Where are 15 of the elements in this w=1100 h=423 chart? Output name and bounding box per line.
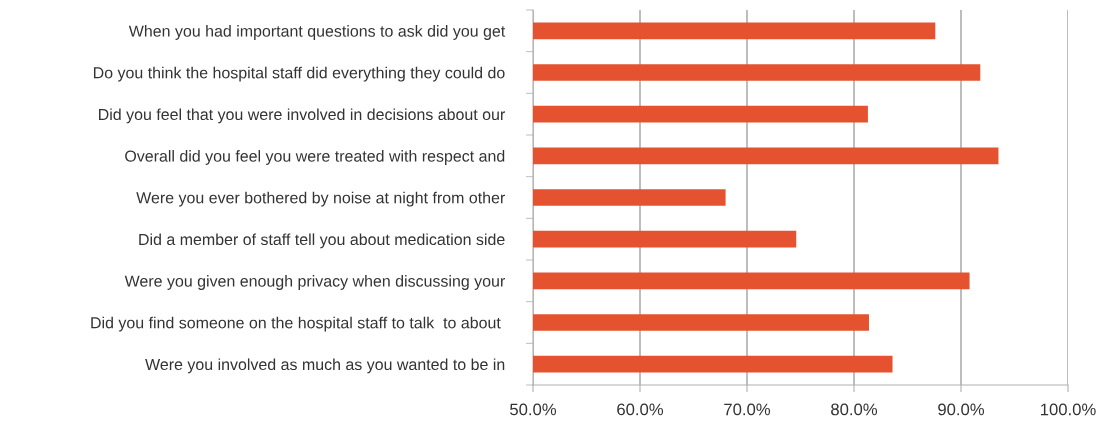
x-tick-label: 60.0% [617,403,664,416]
x-tick-label: 80.0% [831,403,878,416]
y-tick-label: Overall did you feel you were treated with respect and [125,150,505,165]
y-tick-label: Did you find someone on the hospital staff to talk to about [91,316,501,332]
y-tick-label: Were you ever bothered by noise at night from other [136,191,505,207]
y-tick-label: When you had important questions to ask did you get [128,25,506,40]
y-tick-label: Do you think the hospital staff did everything they could do [93,66,505,82]
y-tick-label: Were you given enough privacy when discussing your [124,275,505,290]
x-tick-label: 50.0% [510,403,557,416]
x-tick-label: 90.0% [938,403,985,416]
x-tick-label: 70.0% [724,403,771,416]
x-tick-label: 100.0% [1041,403,1096,416]
y-tick-label: Were you involved as much as you wanted to be in [145,358,505,374]
y-tick-label: Did a member of staff tell you about medication side [139,233,505,249]
y-tick-label: Did you feel that you were involved in decisions about our [99,108,505,124]
